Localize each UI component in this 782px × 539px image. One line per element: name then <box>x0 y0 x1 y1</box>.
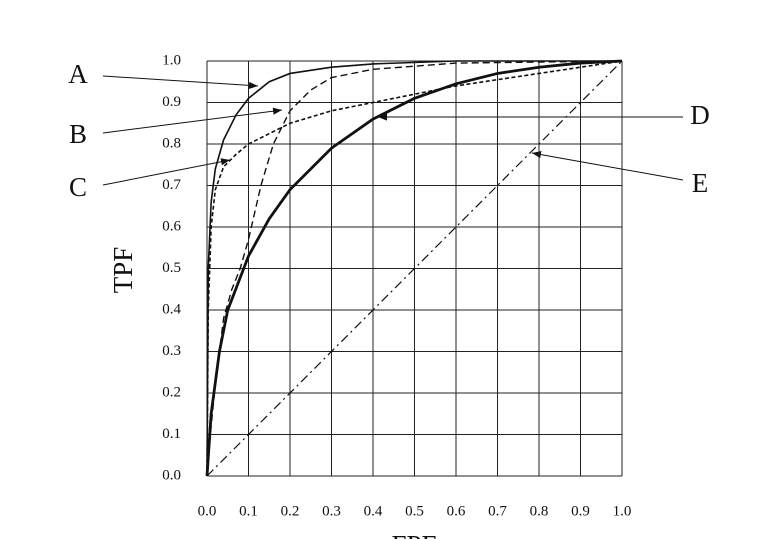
x-tick-label: 0.0 <box>198 503 217 519</box>
y-tick-label: 0.6 <box>162 218 181 234</box>
x-axis-label: FPF <box>391 530 436 539</box>
arrow <box>102 75 259 90</box>
x-tick-label: 0.3 <box>322 503 341 519</box>
y-tick-label: 0.2 <box>162 384 181 400</box>
curve-label: C <box>69 172 87 202</box>
y-tick-label: 0.0 <box>162 467 181 483</box>
curve-label: E <box>692 168 709 198</box>
arrow <box>102 107 283 134</box>
y-tick-label: 0.4 <box>162 301 181 317</box>
y-tick-label: 0.7 <box>162 177 181 193</box>
arrow <box>102 158 231 186</box>
roc-curve <box>205 59 623 477</box>
curve-label: D <box>690 100 710 130</box>
x-tick-label: 0.6 <box>447 503 466 519</box>
arrow <box>531 151 684 181</box>
x-tick-label: 1.0 <box>613 503 632 519</box>
x-tick-label: 0.5 <box>405 503 424 519</box>
x-tick-label: 0.2 <box>281 503 300 519</box>
y-tick-label: 0.5 <box>162 260 181 276</box>
y-tick-label: 0.3 <box>162 343 181 359</box>
roc-curve <box>206 60 622 477</box>
x-tick-label: 0.4 <box>364 503 383 519</box>
annotation-arrows <box>102 75 684 186</box>
y-tick-label: 0.8 <box>162 135 181 151</box>
roc-curve <box>206 60 623 477</box>
x-tick-label: 0.1 <box>239 503 258 519</box>
y-tick-label: 1.0 <box>162 52 181 68</box>
y-tick-label: 0.1 <box>162 426 181 442</box>
y-axis-label: TPF <box>108 247 138 294</box>
curve-label: A <box>68 59 88 89</box>
roc-curve <box>206 60 623 477</box>
x-tick-label: 0.9 <box>571 503 590 519</box>
x-tick-label: 0.7 <box>488 503 507 519</box>
curve-label: B <box>69 119 87 149</box>
y-tick-label: 0.9 <box>162 94 181 110</box>
x-tick-label: 0.8 <box>530 503 549 519</box>
